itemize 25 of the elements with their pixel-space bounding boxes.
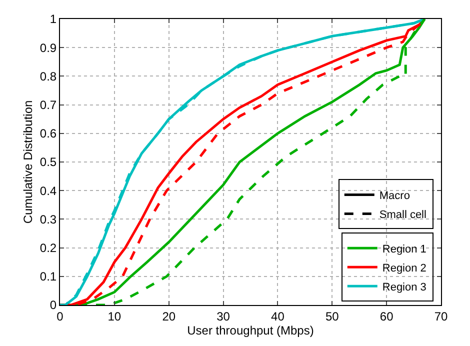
y-tick-label: 0 xyxy=(50,298,57,312)
y-tick-label: 0.6 xyxy=(40,126,57,141)
legend-label: Region 1 xyxy=(382,243,426,256)
x-tick-label: 60 xyxy=(380,309,394,324)
y-tick-label: 1 xyxy=(50,12,57,26)
legend-label: Small cell xyxy=(379,209,426,221)
x-tick-label: 70 xyxy=(434,309,448,324)
x-tick-label: 20 xyxy=(162,309,176,324)
y-tick-label: 0.7 xyxy=(40,98,57,112)
x-tick-label: 40 xyxy=(271,309,285,324)
legend-label: Macro xyxy=(379,190,410,202)
y-tick-label: 0.4 xyxy=(40,184,57,198)
y-tick-label: 0.1 xyxy=(40,270,57,284)
y-tick-label: 0.3 xyxy=(40,212,57,226)
y-tick-label: 0.2 xyxy=(40,241,57,255)
y-tick-label: 0.9 xyxy=(40,40,57,55)
y-tick-label: 0.5 xyxy=(40,155,57,170)
legend-label: Region 2 xyxy=(382,262,426,274)
legend-label: Region 3 xyxy=(382,281,426,294)
x-tick-label: 50 xyxy=(325,309,340,324)
y-axis-title: Cumulative Distribution xyxy=(21,100,36,224)
x-tick-label: 30 xyxy=(216,309,230,324)
x-tick-label: 10 xyxy=(108,309,122,324)
y-tick-label: 0.8 xyxy=(40,69,57,84)
x-axis-title: User throughput (Mbps) xyxy=(187,323,314,338)
